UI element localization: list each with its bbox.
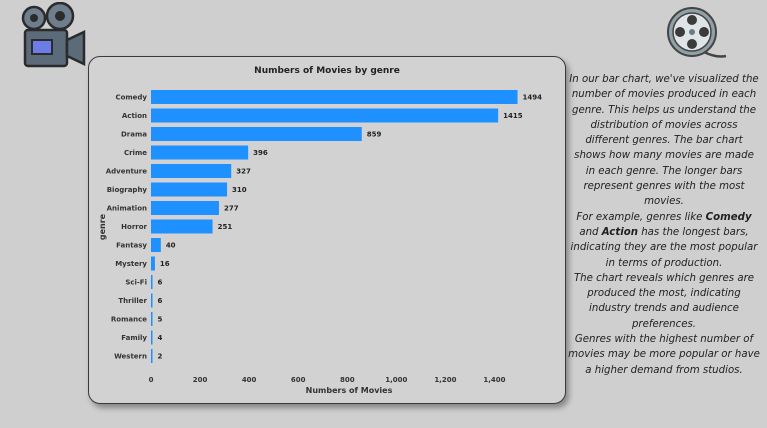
- highlight-comedy: Comedy: [705, 211, 752, 223]
- bar[interactable]: [151, 349, 153, 363]
- category-label: Crime: [124, 149, 147, 157]
- bar[interactable]: [151, 90, 518, 104]
- bar[interactable]: [151, 238, 161, 252]
- bar[interactable]: [151, 127, 362, 141]
- chart-description: In our bar chart, we've visualized the n…: [568, 72, 760, 378]
- bar-value-label: 277: [224, 205, 239, 213]
- bar[interactable]: [151, 108, 499, 123]
- description-paragraph-4: Genres with the highest number of movies…: [568, 334, 760, 376]
- film-reel-icon: [667, 7, 727, 58]
- bar-value-label: 2: [158, 353, 163, 361]
- x-tick-label: 1,200: [434, 376, 456, 384]
- category-label: Fantasy: [116, 242, 147, 250]
- x-tick-label: 1,400: [483, 376, 505, 384]
- category-label: Western: [114, 353, 147, 361]
- bar[interactable]: [151, 164, 232, 178]
- bar[interactable]: [151, 145, 249, 160]
- category-label: Family: [121, 334, 147, 342]
- bar[interactable]: [151, 312, 153, 326]
- x-tick-label: 0: [149, 376, 154, 384]
- chart-card: Numbers of Movies by genre Comedy 1494 Act…: [88, 56, 566, 404]
- bar[interactable]: [151, 219, 213, 234]
- bar[interactable]: [151, 293, 153, 308]
- bar[interactable]: [151, 201, 219, 215]
- y-axis-title: genre: [98, 213, 107, 240]
- bar-value-label: 6: [158, 297, 163, 305]
- category-label: Thriller: [118, 297, 147, 305]
- description-paragraph-1: In our bar chart, we've visualized the n…: [569, 74, 759, 208]
- bar[interactable]: [151, 275, 153, 289]
- bar[interactable]: [151, 256, 155, 271]
- bar-value-label: 6: [158, 279, 163, 287]
- bar-value-label: 251: [218, 223, 233, 231]
- x-axis-title: Numbers of Movies: [306, 386, 393, 395]
- description-paragraph-3: The chart reveals which genres are produ…: [573, 272, 755, 330]
- bar-value-label: 16: [160, 260, 170, 268]
- category-label: Action: [122, 112, 147, 120]
- category-label: Horror: [121, 223, 147, 231]
- bar[interactable]: [151, 182, 228, 197]
- bar-value-label: 4: [158, 334, 163, 342]
- x-tick-label: 400: [242, 376, 257, 384]
- bar-value-label: 1415: [503, 112, 523, 120]
- x-tick-label: 1,000: [385, 376, 407, 384]
- category-label: Sci-Fi: [125, 279, 147, 287]
- category-label: Biography: [107, 186, 148, 194]
- bar-value-label: 40: [166, 242, 176, 250]
- category-label: Adventure: [106, 168, 148, 176]
- x-tick-label: 600: [291, 376, 306, 384]
- bar-chart: Numbers of Movies by genre Comedy 1494 Act…: [98, 66, 543, 395]
- description-paragraph-2: For example, genres like Comedy and Acti…: [570, 211, 758, 269]
- category-label: Drama: [121, 131, 147, 139]
- bar-value-label: 859: [367, 131, 382, 139]
- bar-value-label: 396: [253, 149, 268, 157]
- bar-value-label: 310: [232, 186, 247, 194]
- category-label: Romance: [111, 316, 147, 324]
- x-tick-label: 800: [340, 376, 355, 384]
- bar-value-label: 1494: [523, 94, 543, 102]
- category-label: Animation: [107, 205, 147, 213]
- highlight-action: Action: [601, 226, 638, 238]
- chart-title: Numbers of Movies by genre: [254, 66, 400, 76]
- category-label: Comedy: [115, 94, 147, 102]
- bar-value-label: 5: [158, 316, 163, 324]
- bar-value-label: 327: [236, 168, 251, 176]
- category-label: Mystery: [115, 260, 147, 268]
- bar[interactable]: [151, 330, 153, 345]
- movie-camera-icon: [21, 2, 86, 68]
- x-tick-label: 200: [193, 376, 208, 384]
